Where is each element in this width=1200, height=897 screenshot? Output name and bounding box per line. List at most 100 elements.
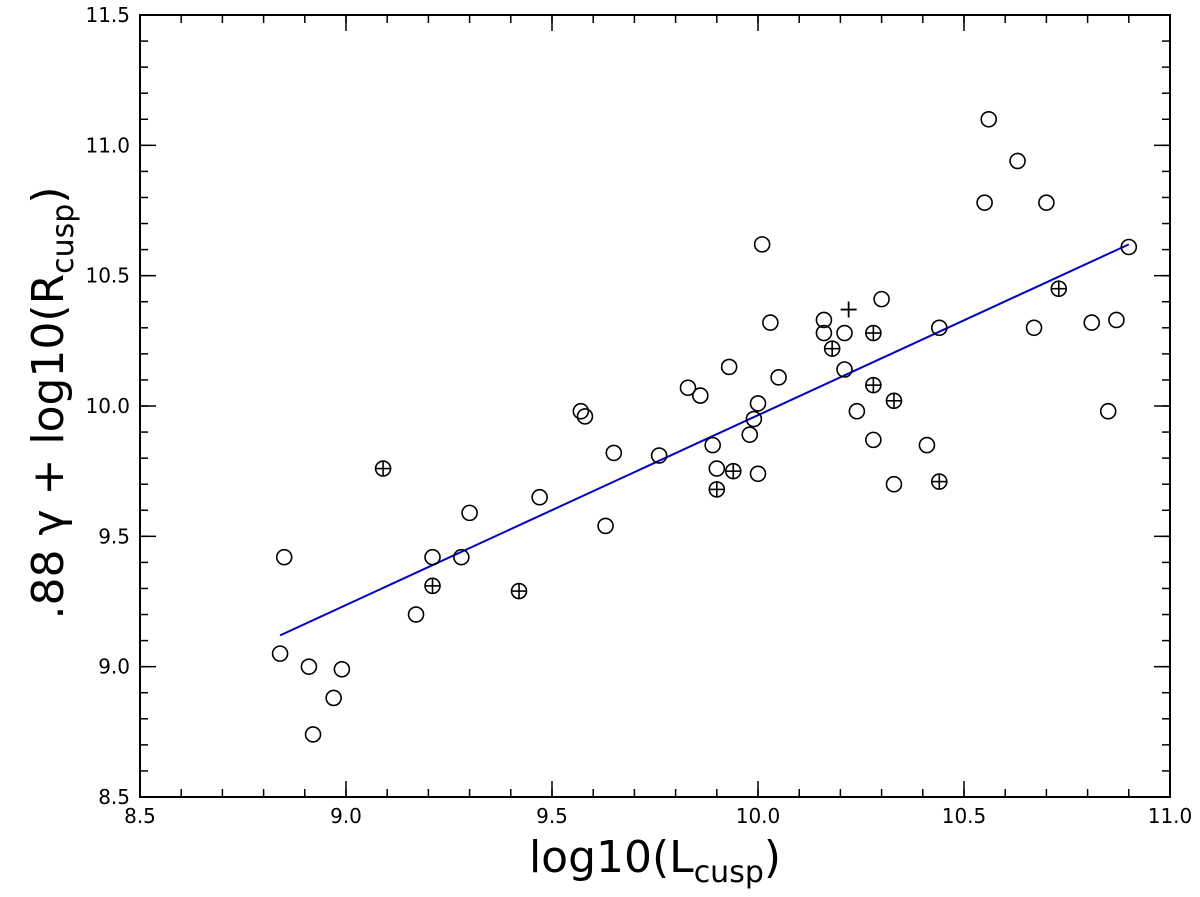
point-circle [753, 236, 771, 253]
x-tick-labels: 8.5 9.0 9.5 10.0 10.5 11.0 [124, 804, 1192, 828]
x-axis-label: log10(Lcusp) [529, 832, 781, 890]
point-circle [300, 658, 318, 675]
point-circle [1108, 311, 1125, 329]
point-circle [815, 324, 833, 342]
point-circle [333, 660, 351, 678]
y-axis-label-close: ) [23, 187, 74, 204]
data-point-circle [304, 726, 322, 743]
data-point-circle [930, 319, 948, 337]
point-circle [1038, 194, 1055, 211]
y-tick-label: 8.5 [98, 785, 130, 809]
data-point-circle [1009, 152, 1026, 170]
data-point-circle [453, 548, 470, 566]
data-point-circle [531, 488, 548, 506]
point-circle [836, 361, 853, 378]
data-point-circle [749, 465, 767, 483]
data-point-circle [679, 379, 697, 397]
point-circle [745, 410, 763, 428]
data-point-circle [275, 548, 293, 566]
data-point-circle-plus [424, 577, 441, 595]
point-circle [704, 436, 721, 454]
y-tick-label: 9.5 [98, 524, 130, 548]
data-point-circle [1025, 319, 1043, 337]
x-axis-label-close: ) [764, 832, 781, 883]
point-circle [980, 110, 998, 128]
data-point-circle-plus [724, 462, 742, 480]
point-circle [885, 475, 903, 493]
data-point-circle [572, 402, 590, 420]
data-point-circle [692, 387, 709, 404]
data-point-circle-plus [885, 392, 903, 410]
point-circle [576, 408, 594, 425]
data-point-circle [836, 361, 853, 378]
x-tick-label: 9.0 [330, 804, 362, 828]
point-circle [770, 369, 787, 386]
point-circle [865, 431, 882, 449]
x-tick-label: 9.5 [536, 804, 568, 828]
point-circle [407, 606, 425, 623]
point-circle [1083, 314, 1101, 331]
y-axis-label-sub: cusp [46, 204, 81, 274]
point-circle [271, 645, 289, 662]
point-circle [692, 387, 709, 404]
point-circle [720, 358, 738, 376]
point-circle [836, 324, 853, 342]
data-point-circle-plus [865, 324, 882, 342]
x-axis-label-sub: cusp [694, 855, 764, 890]
data-point-plus [840, 301, 857, 318]
data-point-circle [815, 311, 833, 329]
point-circle [749, 465, 767, 483]
point-circle [762, 314, 779, 331]
point-circle [741, 426, 759, 443]
data-point-circle [1038, 194, 1055, 211]
data-point-circle [708, 460, 726, 477]
minor-ticks [139, 14, 1171, 798]
y-tick-label: 11.0 [85, 133, 130, 157]
point-circle [930, 319, 948, 337]
data-point-circle [745, 410, 763, 428]
point-circle [708, 460, 726, 477]
data-point-circle [762, 314, 779, 331]
plot-frame [139, 14, 1171, 798]
data-point-circle-plus [708, 481, 726, 498]
point-circle [325, 689, 342, 707]
data-point-circle [749, 395, 767, 412]
point-circle [650, 447, 668, 464]
point-circle [1099, 402, 1117, 420]
data-point-circle [815, 324, 833, 342]
point-circle [679, 379, 697, 397]
data-point-circle [885, 475, 903, 493]
data-point-circle-plus [1050, 280, 1068, 298]
data-point-circle [605, 444, 623, 462]
data-point-circle [873, 290, 890, 308]
data-point-circle-plus [510, 582, 528, 600]
point-circle [976, 194, 993, 211]
data-point-circle [271, 645, 289, 662]
y-tick-label: 10.5 [85, 264, 130, 288]
point-circle [873, 290, 890, 308]
data-point-circle [597, 517, 614, 535]
data-point-circle [836, 324, 853, 342]
point-circle [1025, 319, 1043, 337]
data-point-circle-plus [865, 376, 882, 394]
data-points [271, 110, 1138, 743]
data-point-circle [1120, 238, 1138, 256]
data-point-circle-plus [930, 473, 948, 490]
data-point-circle [424, 548, 441, 566]
point-circle [531, 488, 548, 506]
point-circle [918, 436, 936, 454]
data-point-circle [848, 402, 866, 420]
point-circle [1120, 238, 1138, 256]
data-point-circle [741, 426, 759, 443]
data-point-circle [770, 369, 787, 386]
data-point-circle [1099, 402, 1117, 420]
fit-line [279, 243, 1130, 637]
data-point-circle [300, 658, 318, 675]
data-point-circle [576, 408, 594, 425]
point-circle [749, 395, 767, 412]
y-tick-label: 10.0 [85, 394, 130, 418]
data-point-circle [333, 660, 351, 678]
data-point-circle [753, 236, 771, 253]
y-tick-labels: 8.5 9.0 9.5 10.0 10.5 11.0 11.5 [85, 3, 130, 809]
